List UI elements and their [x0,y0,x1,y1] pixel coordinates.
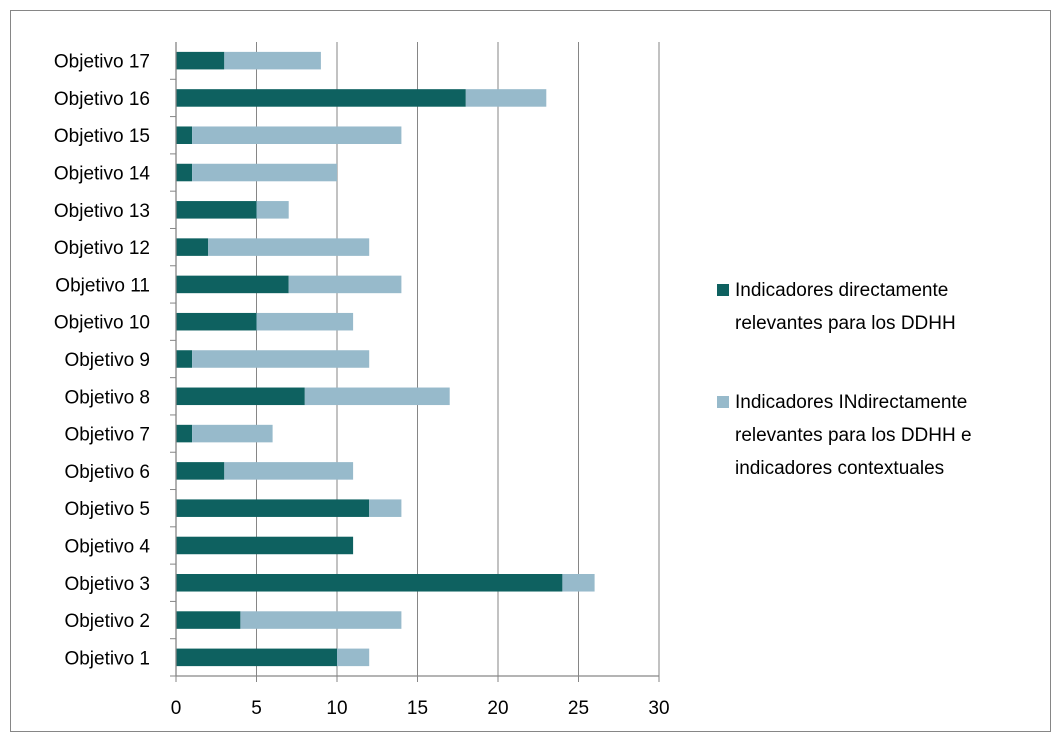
x-tick-label: 5 [251,698,262,719]
y-tick-label: Objetivo 17 [54,52,150,73]
bar-indirectos-6 [224,462,354,480]
bar-directos-4 [176,536,354,555]
bar-directos-15 [176,126,193,144]
bar-indirectos-14 [192,163,337,182]
x-tick-label: 0 [171,698,182,719]
y-tick-label: Objetivo 6 [64,462,150,483]
y-tick-label: Objetivo 10 [54,313,150,334]
y-tick-label: Objetivo 1 [64,648,150,669]
bar-indirectos-11 [288,275,402,294]
bar-indirectos-17 [224,51,321,70]
legend-label-line: indicadores contextuales [735,458,944,479]
bar-indirectos-3 [562,574,595,592]
bar-indirectos-16 [465,89,547,107]
legend-label-line: relevantes para los DDHH [735,313,956,334]
y-tick-label: Objetivo 9 [64,350,150,371]
bar-indirectos-10 [256,312,354,331]
bar-indirectos-2 [240,611,402,629]
y-tick-label: Objetivo 12 [54,238,150,259]
y-tick-label: Objetivo 2 [64,611,150,632]
bar-directos-12 [176,238,209,256]
y-tick-label: Objetivo 13 [54,201,150,222]
bar-indirectos-9 [192,350,370,368]
legend-label-line: Indicadores INdirectamente [735,392,967,413]
y-tick-label: Objetivo 7 [64,425,150,446]
y-tick-label: Objetivo 8 [64,387,150,408]
legend-swatch-indirectos [717,396,729,408]
bar-directos-16 [176,89,466,107]
x-tick-label: 30 [648,698,669,719]
bar-indirectos-13 [256,201,289,219]
bar-directos-11 [176,275,289,294]
bar-directos-2 [176,611,241,629]
bar-directos-7 [176,424,193,443]
bar-directos-1 [176,648,337,667]
legend-label-line: Indicadores directamente [735,280,948,301]
y-tick-label: Objetivo 11 [55,275,150,296]
bar-indirectos-8 [304,387,450,406]
y-tick-label: Objetivo 5 [64,499,150,520]
x-tick-label: 20 [487,698,508,719]
bar-directos-17 [176,51,225,70]
x-tick-label: 15 [407,698,428,719]
bar-directos-8 [176,387,305,406]
bar-directos-9 [176,350,193,368]
x-tick-label: 10 [326,698,347,719]
bar-directos-13 [176,201,257,219]
y-tick-label: Objetivo 16 [54,89,150,110]
bar-indirectos-5 [369,499,402,517]
bar-directos-10 [176,312,257,331]
y-tick-label: Objetivo 14 [54,164,151,185]
bar-indirectos-1 [337,648,370,667]
y-tick-label: Objetivo 15 [54,126,150,147]
bar-directos-3 [176,574,563,592]
bar-indirectos-12 [208,238,370,256]
y-tick-label: Objetivo 3 [64,574,150,595]
bar-indirectos-7 [192,424,273,443]
bar-directos-6 [176,462,225,480]
bar-indirectos-15 [192,126,402,144]
bar-directos-14 [176,163,193,182]
bar-directos-5 [176,499,370,517]
legend-label-line: relevantes para los DDHH e [735,425,972,446]
legend-swatch-directos [717,284,729,296]
y-tick-label: Objetivo 4 [64,536,150,557]
x-tick-label: 25 [568,698,589,719]
